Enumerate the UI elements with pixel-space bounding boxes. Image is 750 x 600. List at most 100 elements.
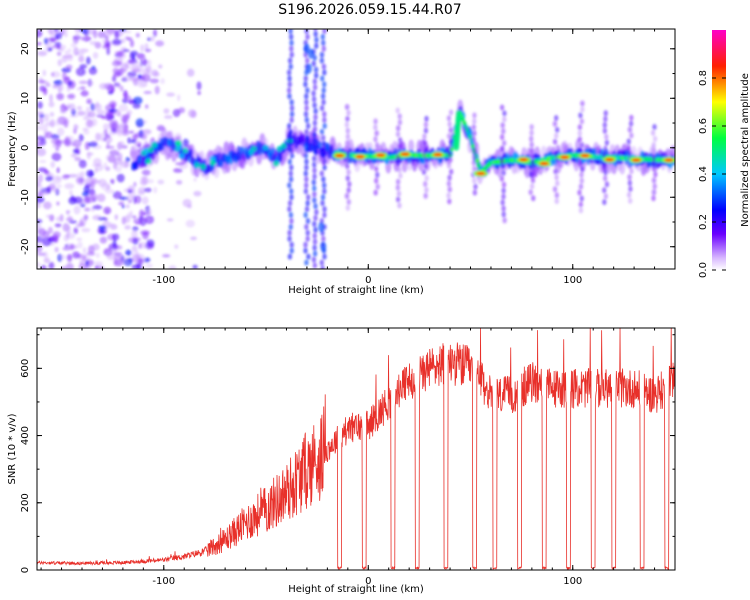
heatmap-streak-cell [627,197,633,204]
heatmap-noise-cell [56,51,62,57]
heatmap-streak-cell [577,136,583,143]
heatmap-streak-cell [289,99,294,106]
heatmap-streak-cell [578,183,584,190]
heatmap-streak-cell [288,176,294,183]
heatmap-noise-cell [142,71,151,80]
heatmap-streak-cell [303,22,307,28]
heatmap-streak-cell [304,117,310,124]
heatmap-noise-cell [192,264,198,269]
heatmap-noise-cell [45,131,53,139]
heatmap-streak-cell [395,107,400,114]
heatmap-streak-cell [322,69,327,76]
heatmap-noise-cell [157,179,165,185]
heatmap-noise-cell [126,109,133,116]
heatmap-streak-cell [345,175,351,182]
heatmap-streak-cell [447,150,452,157]
heatmap-noise-cell [133,195,137,205]
heatmap-spot [175,140,182,147]
heatmap-noise-cell [61,174,70,180]
heatmap-streak-cell [629,168,634,175]
heatmap-streak-cell [554,198,559,205]
heatmap-noise-cell [139,179,148,186]
heatmap-streak-cell [304,105,309,112]
heatmap-streak-cell [287,253,293,260]
heatmap-streak-cell [472,189,478,196]
heatmap-streak-cell [446,133,452,140]
heatmap-peak-red [605,157,615,162]
heatmap-spot [140,150,147,157]
heatmap-streak-cell [395,196,401,203]
heatmap-streak-cell [396,125,401,132]
heatmap-streak-cell [447,186,452,193]
heatmap-streak-cell [321,63,327,70]
heatmap-streak-cell [289,22,293,28]
heatmap-noise-cell [76,237,83,242]
heatmap-streak-cell [314,36,319,43]
heatmap-noise-cell [61,117,70,126]
heatmap-streak-cell [424,175,429,182]
heatmap-noise-cell [143,187,152,193]
heatmap-streak-cell [346,198,352,205]
heatmap-streak-cell [501,193,506,200]
heatmap-streak-cell [499,104,505,111]
heatmap-streak-cell [531,195,536,202]
heatmap-noise-cell [65,64,73,70]
heatmap-streak-cell [422,133,427,140]
heatmap-noise-cell [143,257,151,263]
heatmap-streak-cell [499,146,505,153]
heatmap-streak-cell [313,30,318,37]
heatmap-streak-cell [554,192,560,199]
heatmap-streak-cell [396,160,401,167]
heatmap-noise-cell [78,80,89,85]
heatmap-peak-red [400,152,410,156]
heatmap-noise-cell [64,50,69,55]
heatmap-streak-cell [313,72,319,79]
heatmap-streak-cell [446,180,452,187]
heatmap-ridge-cell [139,159,144,169]
heatmap-noise-cell [84,207,91,212]
heatmap-noise-cell [114,214,119,220]
chart-title: S196.2026.059.15.44.R07 [278,2,462,18]
heatmap-streak-cell [345,133,351,140]
heatmap-noise-cell [105,145,115,150]
heatmap-streak-cell [651,153,656,160]
heatmap-streak-cell [312,155,317,162]
heatmap-streak-cell [287,235,292,242]
heatmap-noise-cell [132,96,143,105]
heatmap-streak-cell [528,135,534,142]
heatmap-streak-cell [287,75,292,82]
heatmap-noise-cell [139,209,145,218]
heatmap-streak-cell [397,202,402,209]
heatmap-streak-cell [304,176,309,183]
heatmap-noise-cell [140,44,145,52]
heatmap-streak-cell [304,128,309,135]
heatmap-noise-cell [94,261,103,266]
heatmap-streak-cell [471,124,476,131]
heatmap-streak-cell [312,78,318,85]
heatmap-noise-cell [91,118,98,127]
heatmap-noise-cell [136,53,146,60]
heatmap-noise-cell [73,227,79,235]
heatmap-spot [147,146,154,153]
heatmap-streak-cell [287,182,292,189]
heatmap-spot [182,147,189,154]
snr-series-line [37,328,675,570]
heatmap-noise-cell [175,179,183,185]
heatmap-noise-cell [122,126,129,132]
heatmap-streak-cell [577,189,582,196]
heatmap-noise-cell [60,254,66,260]
heatmap-streak-cell [577,159,583,166]
heatmap-streak-cell [303,188,309,195]
heatmap-streak-cell [312,185,317,192]
heatmap-peak-red [560,155,570,159]
top-xtick-label: -100 [152,275,175,286]
heatmap-noise-cell [127,71,137,78]
heatmap-streak-cell [626,191,632,198]
heatmap-streak-cell [303,111,309,118]
heatmap-streak-cell [374,177,379,184]
heatmap-streak-cell [501,169,506,176]
heatmap-noise-cell [56,184,63,189]
heatmap-noise-cell [68,173,78,178]
heatmap-noise-cell [146,208,152,215]
heatmap-streak-cell [345,139,350,146]
